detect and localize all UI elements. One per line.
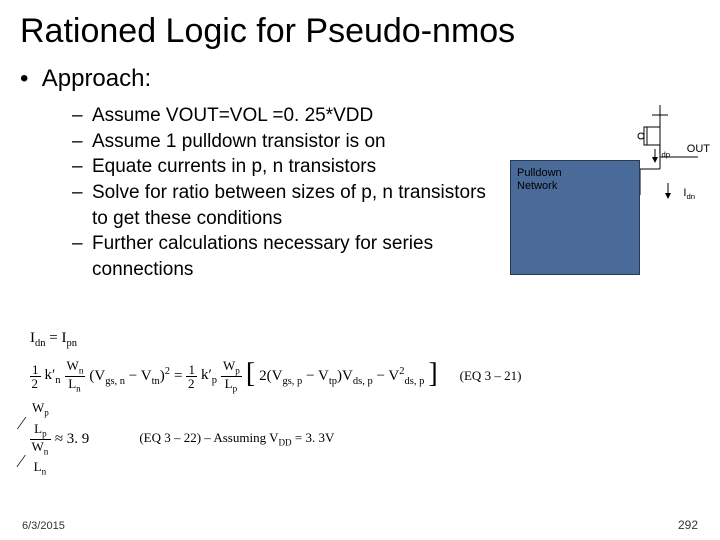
pulldown-label: Pulldown Network	[517, 167, 562, 193]
list-item: –Assume 1 pulldown transistor is on	[72, 129, 492, 155]
eq-line-1: 12 k′n WnLn (Vgs, n − Vtn)2 = 12 k′p WpL…	[30, 359, 521, 393]
idp-label: Idp	[658, 145, 670, 159]
eq-label-2: (EQ 3 – 22) – Assuming VDD = 3. 3V	[139, 430, 334, 448]
idn-label: Idn	[683, 187, 695, 201]
footer-date: 6/3/2015	[22, 520, 65, 532]
out-label: OUT	[687, 143, 710, 155]
slide-title: Rationed Logic for Pseudo-nmos	[20, 12, 700, 51]
approach-heading: • Approach:	[20, 65, 700, 93]
list-item: –Equate currents in p, n transistors	[72, 154, 492, 180]
eq-line-2: Wp ⁄Lp Wn ⁄Ln ≈ 3. 9 (EQ 3 – 22) – Assum…	[30, 401, 521, 477]
footer-page: 292	[678, 518, 698, 532]
circuit-diagram: Pulldown Network OUT Idp Idn	[510, 105, 700, 285]
list-item: –Solve for ratio between sizes of p, n t…	[72, 180, 492, 231]
eq-line-0: Idn = Ipn	[30, 330, 521, 349]
bullet-list: –Assume VOUT=VOL =0. 25*VDD –Assume 1 pu…	[72, 103, 492, 282]
pulldown-box: Pulldown Network	[510, 160, 640, 275]
eq-label-1: (EQ 3 – 21)	[460, 368, 522, 384]
equations-block: Idn = Ipn 12 k′n WnLn (Vgs, n − Vtn)2 = …	[30, 330, 521, 485]
list-item: –Assume VOUT=VOL =0. 25*VDD	[72, 103, 492, 129]
list-item: –Further calculations necessary for seri…	[72, 231, 492, 282]
